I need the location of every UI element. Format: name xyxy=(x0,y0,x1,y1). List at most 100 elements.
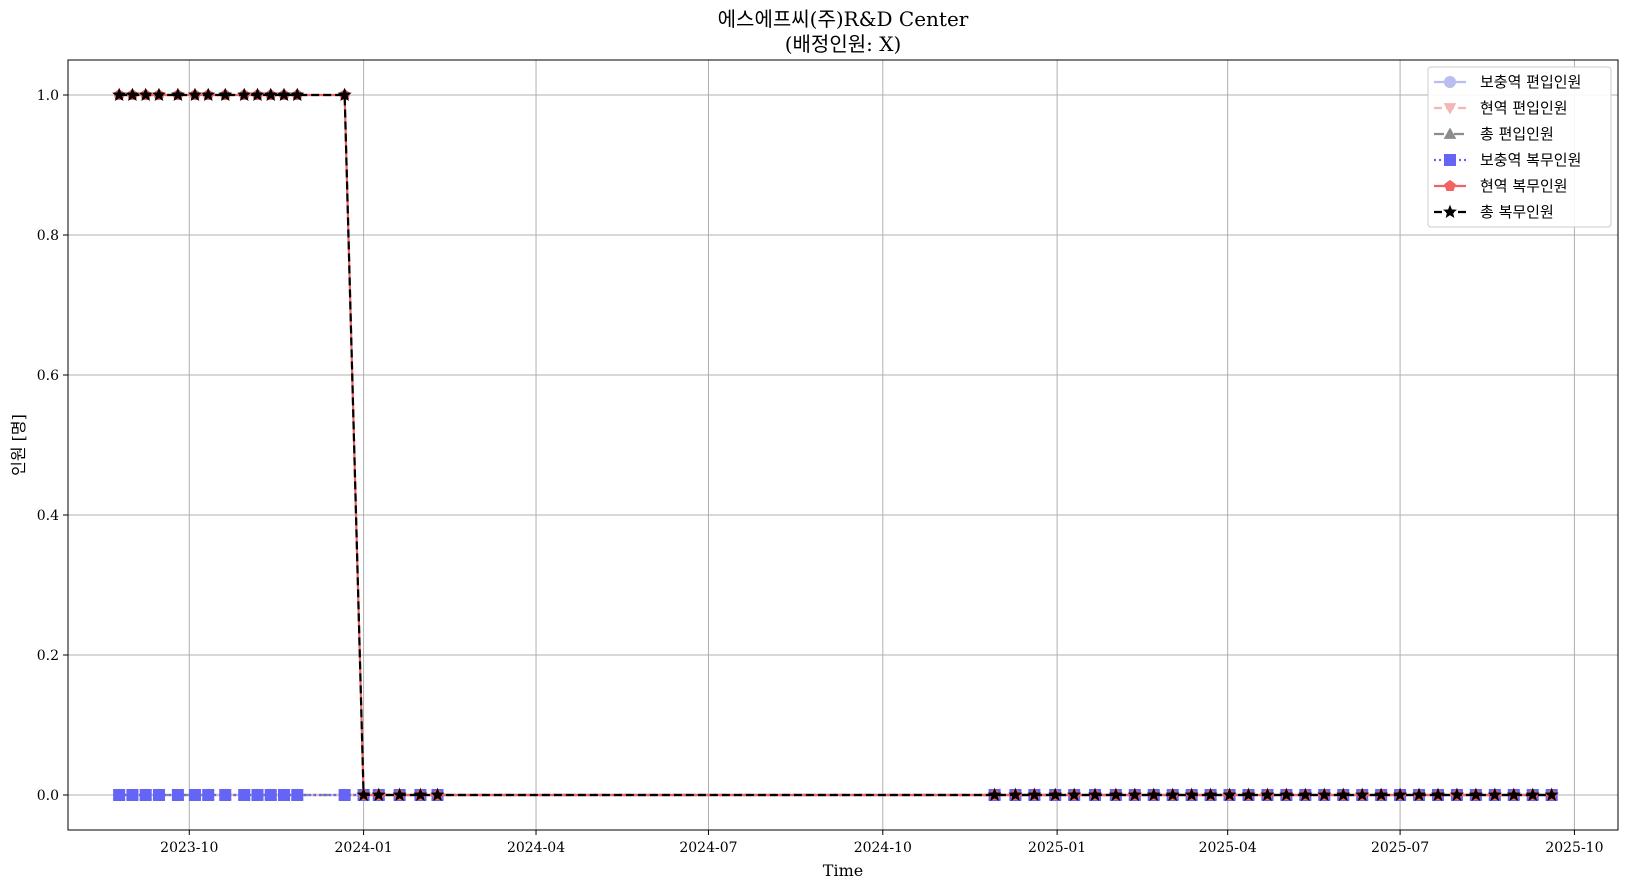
legend-item: 현역 복무인원 xyxy=(1434,177,1568,195)
data-point xyxy=(290,87,305,101)
data-point xyxy=(1487,787,1502,801)
chart-title: 에스에프씨(주)R&D Center xyxy=(718,7,969,31)
y-tick-label: 0.0 xyxy=(37,788,59,804)
data-point xyxy=(1412,787,1427,801)
legend-item: 총 복무인원 xyxy=(1434,203,1554,221)
x-tick-label: 2024-04 xyxy=(507,840,565,856)
data-point xyxy=(1442,204,1458,218)
legend-box xyxy=(1427,66,1612,228)
data-point xyxy=(1108,787,1123,801)
y-axis: 0.0 0.2 0.4 0.6 0.8 1.0 xyxy=(37,88,68,804)
y-tick-label: 1.0 xyxy=(37,88,59,104)
grid xyxy=(68,60,1618,830)
data-point xyxy=(1355,787,1370,801)
x-tick-label: 2024-01 xyxy=(335,840,393,856)
x-axis-label: Time xyxy=(823,861,863,880)
data-point xyxy=(337,87,352,101)
data-point xyxy=(1374,787,1389,801)
y-tick-label: 0.6 xyxy=(37,368,59,384)
data-point xyxy=(151,87,166,101)
data-point xyxy=(1444,179,1456,191)
data-point xyxy=(356,787,371,801)
data-point xyxy=(1048,787,1063,801)
data-point xyxy=(1393,787,1408,801)
legend-label: 현역 복무인원 xyxy=(1480,177,1568,195)
data-point xyxy=(1203,787,1218,801)
data-point xyxy=(291,789,304,801)
data-point xyxy=(1449,787,1464,801)
legend-item: 보충역 복무인원 xyxy=(1434,151,1581,169)
data-point xyxy=(413,787,428,801)
x-tick-label: 2025-10 xyxy=(1545,840,1603,856)
data-point xyxy=(251,789,264,801)
data-point xyxy=(113,789,126,801)
data-point xyxy=(1444,154,1456,166)
data-point xyxy=(1544,787,1559,801)
data-point xyxy=(1298,787,1313,801)
data-point xyxy=(1443,103,1457,115)
legend-label: 현역 편입인원 xyxy=(1480,99,1568,117)
series-5 xyxy=(113,88,1558,800)
series-6 xyxy=(112,87,1559,801)
data-point xyxy=(1430,787,1445,801)
data-point xyxy=(987,787,1002,801)
x-tick-label: 2023-10 xyxy=(160,840,218,856)
data-point xyxy=(250,87,265,101)
legend-label: 총 편입인원 xyxy=(1480,125,1554,143)
data-point xyxy=(237,87,252,101)
data-point xyxy=(138,87,153,101)
data-point xyxy=(188,789,201,801)
data-point xyxy=(371,787,386,801)
data-point xyxy=(187,87,202,101)
data-point xyxy=(263,87,278,101)
data-point xyxy=(139,789,152,801)
data-point xyxy=(1088,787,1103,801)
data-point xyxy=(1165,787,1180,801)
y-axis-label: 인원 [명] xyxy=(9,414,28,476)
data-point xyxy=(1506,787,1521,801)
chart-subtitle: (배정인원: X) xyxy=(785,32,902,56)
data-point xyxy=(338,789,351,801)
data-point xyxy=(1468,787,1483,801)
data-point xyxy=(152,789,165,801)
data-point xyxy=(1444,76,1456,88)
data-point xyxy=(219,789,232,801)
legend-item: 보충역 편입인원 xyxy=(1434,73,1581,91)
data-point xyxy=(201,87,216,101)
data-point xyxy=(1027,787,1042,801)
data-point xyxy=(171,789,184,801)
data-point xyxy=(278,789,291,801)
data-point xyxy=(1127,787,1142,801)
data-point xyxy=(125,87,140,101)
data-point xyxy=(1317,787,1332,801)
data-point xyxy=(1336,787,1351,801)
data-point xyxy=(238,789,251,801)
data-point xyxy=(1260,787,1275,801)
x-tick-label: 2025-01 xyxy=(1028,840,1086,856)
data-point xyxy=(218,87,233,101)
data-point xyxy=(112,87,127,101)
y-tick-label: 0.8 xyxy=(37,228,59,244)
data-point xyxy=(1279,787,1294,801)
data-point xyxy=(1525,787,1540,801)
data-point xyxy=(170,87,185,101)
data-point xyxy=(1241,787,1256,801)
data-point xyxy=(1067,787,1082,801)
legend-item: 현역 편입인원 xyxy=(1434,99,1568,117)
legend-label: 보충역 복무인원 xyxy=(1480,151,1581,169)
data-point xyxy=(1443,127,1457,139)
x-tick-label: 2024-07 xyxy=(679,840,737,856)
legend-label: 총 복무인원 xyxy=(1480,203,1554,221)
data-point xyxy=(1008,787,1023,801)
x-tick-label: 2024-10 xyxy=(854,840,912,856)
y-tick-label: 0.2 xyxy=(37,648,59,664)
y-tick-label: 0.4 xyxy=(37,508,59,524)
series-layer xyxy=(112,87,1559,802)
plot-frame xyxy=(67,59,1619,831)
data-point xyxy=(430,787,445,801)
legend-item: 총 편입인원 xyxy=(1434,125,1554,143)
data-point xyxy=(126,789,139,801)
series-line xyxy=(119,93,1552,797)
x-axis: 2023-10 2024-01 2024-04 2024-07 2024-10 2025-… xyxy=(160,830,1604,856)
